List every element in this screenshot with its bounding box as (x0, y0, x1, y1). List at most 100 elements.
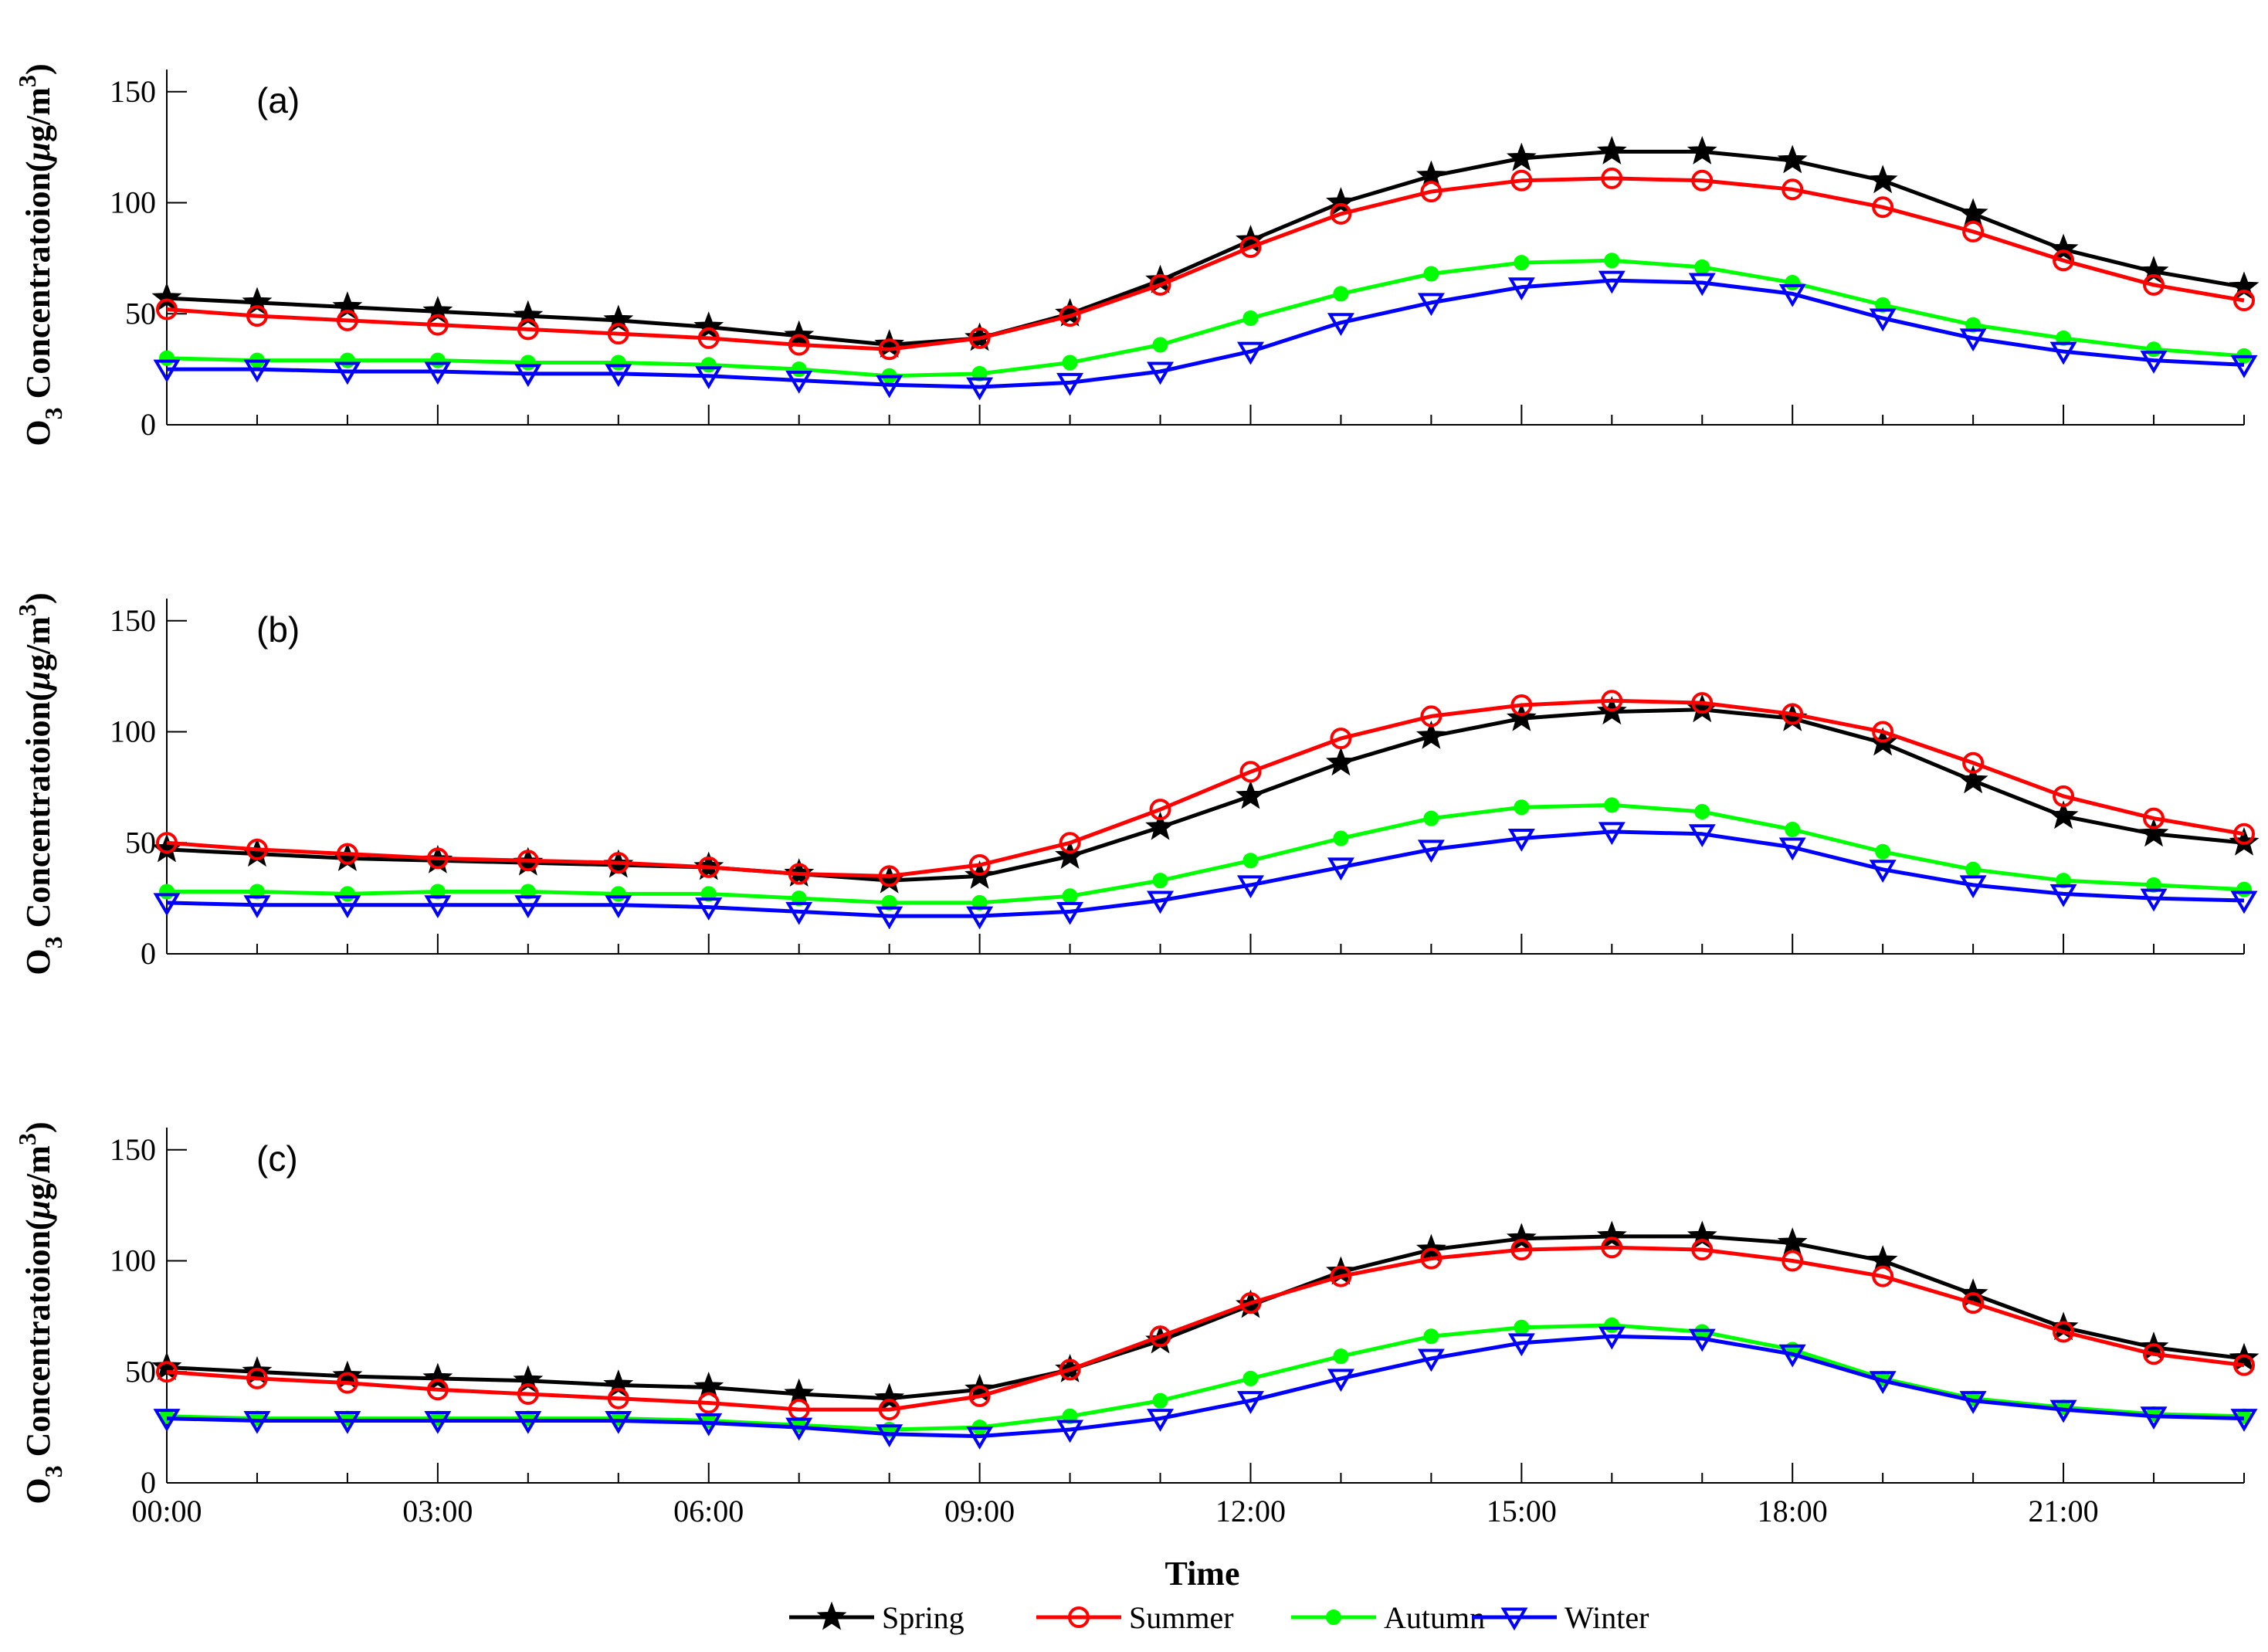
summer-point (426, 1379, 449, 1401)
winter-point (424, 1411, 452, 1434)
summer-point (2233, 290, 2255, 311)
legend-label: Winter (1565, 1600, 1649, 1635)
spring-point (1687, 135, 1717, 165)
x-tick-label: 06:00 (673, 1494, 744, 1528)
spring-point (1867, 1245, 1898, 1274)
winter-point (2140, 1406, 2168, 1430)
autumn-point (1514, 1319, 1530, 1335)
spring-point (332, 291, 363, 321)
winter-point (1236, 875, 1264, 899)
spring-point (2048, 800, 2079, 829)
summer-point (246, 1367, 268, 1389)
summer-point (1330, 202, 1352, 225)
winter-point (695, 366, 723, 389)
winter-point (1959, 875, 1987, 899)
winter-point (1417, 1348, 1445, 1372)
legend-marker (1068, 1606, 1090, 1628)
summer-point (426, 847, 449, 870)
winter-point (334, 1411, 361, 1434)
autumn-point (1423, 1328, 1439, 1345)
winter-point (1598, 822, 1626, 846)
spring-point (422, 295, 453, 324)
spring-line (166, 707, 2245, 883)
autumn-point (1242, 310, 1259, 326)
summer-point (156, 298, 178, 321)
summer-point (2053, 785, 2075, 807)
panel-c-series-spring (151, 1220, 2260, 1412)
winter-point (785, 371, 813, 394)
summer-point (1330, 728, 1352, 750)
winter-point (605, 895, 632, 918)
autumn-point (791, 361, 807, 378)
summer-point (1962, 220, 1985, 243)
summer-point (1059, 305, 1081, 327)
autumn-point (1333, 286, 1349, 302)
x-tick-label: 18:00 (1758, 1494, 1828, 1528)
x-tick-label: 15:00 (1487, 1494, 1557, 1528)
winter-point (605, 364, 632, 388)
panel-a-y-tick-label: 0 (141, 407, 156, 442)
panel-b-axes: 0 50 100 150 (110, 599, 2245, 971)
panel-b-y-tick-label: 0 (141, 936, 156, 971)
spring-point (784, 1378, 815, 1407)
winter-point (1778, 283, 1806, 307)
winter-point (1236, 1391, 1264, 1414)
autumn-point (1785, 275, 1801, 290)
summer-point (1872, 721, 1894, 743)
winter-point (966, 906, 994, 930)
spring-point (2138, 256, 2169, 285)
panel-b-y-tick-label: 100 (110, 714, 156, 749)
panel-c-y-tick-label: 150 (110, 1132, 156, 1167)
spring-point (2229, 826, 2260, 856)
winter-point (334, 895, 361, 918)
legend-marker (1500, 1607, 1528, 1631)
summer-point (517, 1383, 539, 1405)
winter-point (1598, 270, 1626, 294)
spring-point (2048, 233, 2079, 263)
panel-c-axes: 0 50 100 150 00:00 03:00 06:00 09:00 12:00 15:00 1… (110, 1128, 2245, 1528)
autumn-point (520, 884, 536, 900)
panel-a-series-autumn (159, 253, 2252, 384)
legend-item-summer: Summer (1036, 1600, 1234, 1635)
spring-point (513, 300, 544, 329)
panel-a-series-summer (156, 167, 2255, 361)
panel-c-series-winter (153, 1326, 2258, 1450)
winter-point (2140, 351, 2168, 374)
spring-point (1777, 1227, 1808, 1257)
winter-point (2049, 341, 2077, 365)
winter-point (1959, 1391, 1987, 1414)
legend-label: Summer (1129, 1600, 1234, 1635)
winter-point (1688, 824, 1716, 847)
panel-a-y-axis-title: O3 Concentratoion(μg/m3) (13, 63, 67, 446)
summer-point (2143, 273, 2165, 296)
spring-point (513, 1365, 544, 1394)
panel-a-ylabel: O3 Concentratoion(μg/m3) (13, 63, 67, 446)
summer-point (1239, 236, 1262, 258)
winter-point (514, 895, 542, 918)
winter-point (1869, 1371, 1897, 1394)
summer-point (2233, 823, 2255, 845)
autumn-point (1604, 253, 1620, 269)
autumn-point (1152, 1392, 1168, 1409)
winter-point (1869, 860, 1897, 883)
winter-point (1869, 308, 1897, 332)
autumn-point (700, 886, 717, 902)
spring-point (1596, 135, 1627, 165)
spring-point (1055, 297, 1085, 327)
winter-point (966, 377, 994, 401)
summer-point (426, 314, 449, 336)
autumn-point (1062, 354, 1078, 371)
summer-point (1782, 1250, 1804, 1272)
legend-item-winter: Winter (1472, 1600, 1649, 1635)
winter-line (167, 278, 2245, 389)
summer-point (607, 1387, 629, 1409)
winter-point (1778, 1344, 1806, 1368)
autumn-point (339, 886, 355, 902)
winter-point (785, 901, 813, 925)
autumn-point (1333, 1348, 1349, 1365)
panel-c-label: (c) (256, 1138, 298, 1179)
summer-point (2233, 1354, 2255, 1376)
winter-point (605, 1411, 632, 1434)
autumn-point (1152, 873, 1168, 889)
autumn-point (2146, 341, 2162, 358)
